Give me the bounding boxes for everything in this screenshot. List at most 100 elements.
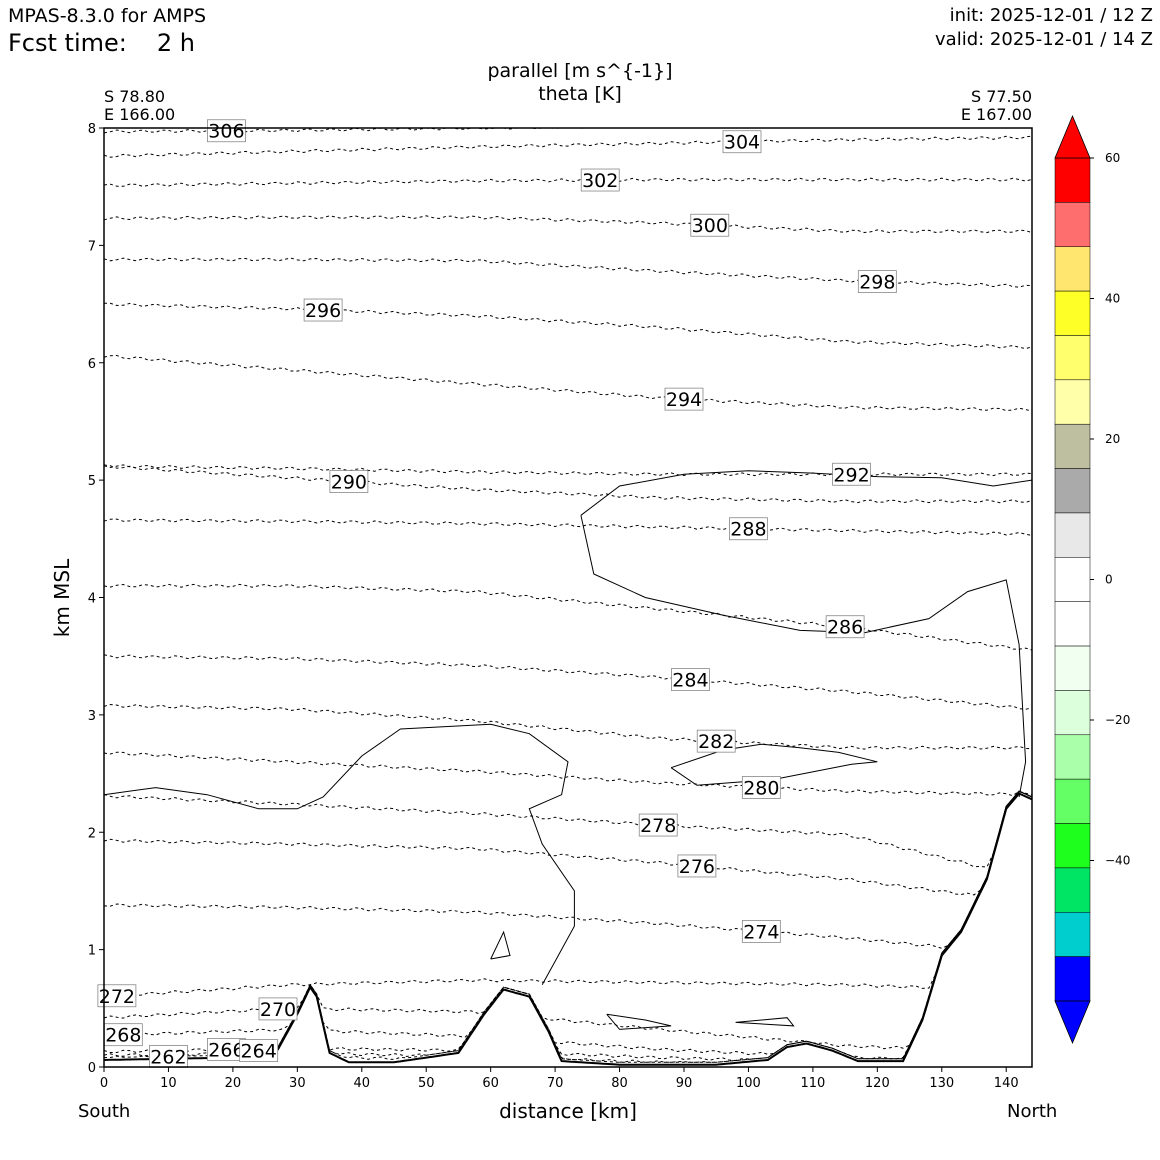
terrain [103, 792, 1033, 1066]
theta-label-298: 298 [859, 272, 895, 294]
wind-contour-1 [670, 743, 878, 786]
left-lat: S 78.80 [104, 87, 166, 106]
right-corner-coords: S 77.50 E 167.00 [961, 88, 1032, 124]
colorbar-segment-14 [1054, 778, 1091, 824]
x-tick-label-90: 90 [676, 1076, 693, 1091]
x-tick-label-120: 120 [865, 1076, 890, 1091]
theta-label-box-274 [741, 920, 781, 943]
y-tick-label-5: 5 [88, 474, 96, 489]
x-tick-label-50: 50 [418, 1076, 435, 1091]
valid-time: valid: 2025-12-01 / 14 Z [935, 29, 1153, 50]
theta-contour-282 [103, 703, 1033, 750]
right-lon: E 167.00 [960, 105, 1032, 124]
theta-label-box-294 [664, 387, 704, 411]
colorbar-segment-3 [1054, 290, 1091, 336]
x-tick-label-0: 0 [100, 1076, 108, 1091]
x-tick-label-140: 140 [994, 1076, 1019, 1091]
colorbar-segment-13 [1054, 734, 1091, 780]
theta-label-272: 272 [99, 986, 135, 1008]
theta-contour-286 [103, 583, 1033, 651]
wind-contour-2 [580, 470, 1033, 516]
theta-contours [103, 127, 1033, 1063]
plot-frame [103, 127, 1033, 1068]
theta-contour-296 [103, 302, 1033, 350]
theta-label-box-288 [729, 517, 768, 541]
theta-label-280: 280 [743, 777, 779, 799]
wind-contour-4 [490, 930, 511, 960]
colorbar-under-arrow [1054, 1000, 1091, 1045]
colorbar-tick-label--40: −40 [1105, 854, 1130, 868]
x-tick-label-40: 40 [354, 1076, 371, 1091]
theta-contour-294 [103, 354, 1033, 412]
theta-label-296: 296 [305, 300, 341, 322]
chart-subtitle: theta [K] [538, 83, 622, 105]
y-tick-label-6: 6 [88, 357, 96, 372]
colorbar-segment-7 [1054, 468, 1091, 514]
init-time: init: 2025-12-01 / 12 Z [949, 5, 1153, 26]
theta-contour-288 [103, 518, 1033, 536]
colorbar-segment-2 [1054, 246, 1091, 292]
y-tick-label-0: 0 [88, 1061, 96, 1076]
theta-contour-labels: 306 304 302 300 298 296 294 290 292 288 286 284 282 2… [97, 119, 897, 1068]
theta-label-268: 268 [105, 1025, 141, 1047]
x-tick-label-60: 60 [482, 1076, 499, 1091]
x-tick-label-80: 80 [611, 1076, 628, 1091]
theta-contour-280 [103, 751, 1033, 797]
left-corner-coords: S 78.80 E 166.00 [104, 88, 175, 124]
x-tick-label-10: 10 [160, 1076, 177, 1091]
colorbar-segment-16 [1054, 867, 1091, 913]
chart-title: parallel [m s^{-1}] [487, 60, 673, 82]
wind-contours [103, 470, 1033, 1030]
y-tick-label-8: 8 [88, 122, 96, 137]
colorbar-segment-12 [1054, 690, 1091, 736]
theta-label-282: 282 [698, 731, 734, 753]
y-tick-label-1: 1 [88, 944, 96, 959]
theta-contour-278 [103, 790, 1033, 868]
theta-label-box-302 [580, 168, 620, 192]
right-lat: S 77.50 [970, 87, 1032, 106]
colorbar-segment-5 [1054, 379, 1091, 425]
y-tick-label-3: 3 [88, 709, 96, 724]
theta-contour-304 [103, 135, 1033, 158]
x-axis-label: distance [km] [499, 1099, 637, 1123]
wind-contour-3 [580, 515, 1027, 798]
theta-label-300: 300 [692, 215, 728, 237]
colorbar-segment-1 [1054, 202, 1091, 247]
x-tick-label-100: 100 [736, 1076, 761, 1091]
theta-label-278: 278 [640, 815, 676, 837]
theta-label-292: 292 [833, 464, 869, 486]
theta-label-294: 294 [666, 389, 702, 411]
colorbar-segment-10 [1054, 601, 1091, 647]
theta-contour-264 [103, 790, 1033, 1063]
theta-label-306: 306 [208, 121, 244, 143]
colorbar-tick-label-0: 0 [1105, 573, 1113, 587]
south-label: South [78, 1101, 131, 1122]
theta-contour-300 [103, 215, 1033, 234]
theta-label-box-304 [722, 130, 762, 154]
theta-label-288: 288 [730, 519, 766, 541]
theta-label-box-272 [97, 984, 137, 1008]
theta-contour-290 [103, 464, 1033, 504]
theta-contour-268 [103, 790, 1033, 1060]
colorbar-tick-label--20: −20 [1105, 713, 1130, 727]
theta-label-302: 302 [582, 170, 618, 192]
colorbar-segment-15 [1054, 823, 1091, 869]
colorbar-tick-label-20: 20 [1105, 432, 1120, 446]
y-tick-label-2: 2 [88, 826, 96, 841]
theta-label-274: 274 [743, 921, 779, 943]
theta-label-box-292 [832, 462, 871, 486]
forecast-time: Fcst time: 2 h [8, 29, 195, 57]
forecast-time-value: 2 h [156, 29, 195, 57]
theta-label-270: 270 [260, 999, 296, 1021]
theta-label-266: 266 [208, 1039, 244, 1061]
theta-label-box-298 [857, 270, 897, 293]
wind-contour-0 [103, 723, 575, 986]
theta-label-box-278 [638, 813, 678, 837]
colorbar-segment-6 [1054, 423, 1091, 469]
x-tick-label-70: 70 [547, 1076, 564, 1091]
theta-label-304: 304 [724, 132, 760, 154]
theta-contour-262 [103, 790, 1033, 1063]
y-tick-label-4: 4 [88, 592, 96, 607]
colorbar-segment-11 [1054, 645, 1091, 691]
